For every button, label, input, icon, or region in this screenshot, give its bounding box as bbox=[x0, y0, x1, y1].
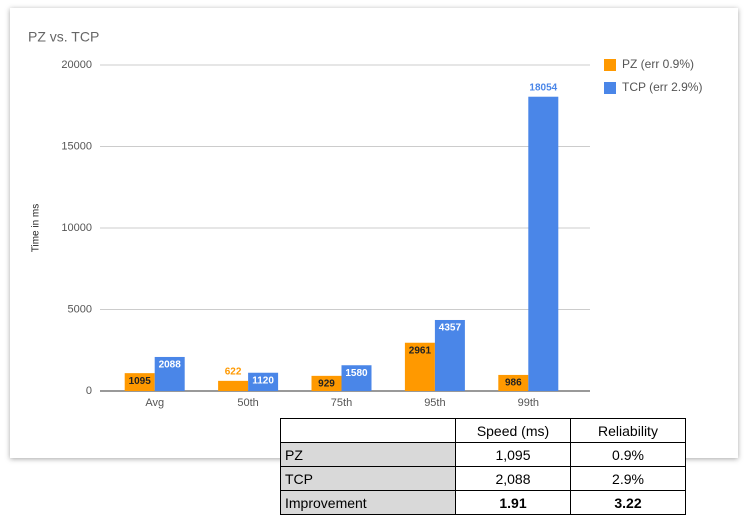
data-label: 2961 bbox=[409, 345, 432, 356]
bar bbox=[341, 365, 372, 391]
header-row: Speed (ms) Reliability bbox=[280, 418, 686, 443]
table-cell: 1,095 bbox=[455, 442, 571, 467]
column-header: Speed (ms) bbox=[455, 418, 571, 443]
legend-swatch bbox=[604, 59, 616, 71]
x-tick-label: 50th bbox=[237, 397, 258, 409]
bar bbox=[434, 319, 465, 391]
x-tick-label: 95th bbox=[424, 397, 445, 409]
legend-label: PZ (err 0.9%) bbox=[622, 57, 694, 71]
table-cell: 2.9% bbox=[570, 466, 686, 491]
data-label: 929 bbox=[318, 378, 335, 389]
summary-table: Speed (ms) Reliability PZ 1,095 0.9% TCP 2,0… bbox=[280, 418, 686, 515]
row-label: TCP bbox=[280, 466, 456, 491]
data-label: 622 bbox=[225, 367, 242, 378]
x-tick-label: Avg bbox=[145, 397, 164, 409]
x-tick-label: 99th bbox=[518, 397, 539, 409]
data-label: 4357 bbox=[439, 323, 462, 334]
table-row: TCP 2,088 2.9% bbox=[280, 466, 686, 491]
data-label: 2088 bbox=[159, 360, 182, 371]
y-tick-label: 10000 bbox=[61, 222, 92, 234]
bar bbox=[498, 374, 529, 391]
data-label: 1095 bbox=[129, 376, 152, 387]
table-cell: 2,088 bbox=[455, 466, 571, 491]
y-axis-label: Time in ms bbox=[31, 204, 42, 253]
y-tick-label: 20000 bbox=[61, 59, 92, 71]
bar bbox=[528, 96, 559, 392]
table-cell: 1.91 bbox=[455, 490, 571, 515]
bar bbox=[154, 356, 185, 391]
row-label: PZ bbox=[280, 442, 456, 467]
table-row: Improvement 1.91 3.22 bbox=[280, 490, 686, 515]
data-label: 1120 bbox=[252, 375, 274, 386]
bar bbox=[218, 380, 249, 391]
data-label: 18054 bbox=[529, 82, 557, 93]
bar bbox=[124, 373, 155, 391]
legend-label: TCP (err 2.9%) bbox=[622, 80, 702, 94]
bar bbox=[248, 372, 279, 391]
y-tick-label: 0 bbox=[86, 385, 92, 397]
data-label: 1580 bbox=[345, 368, 368, 379]
chart-title: PZ vs. TCP bbox=[28, 29, 99, 45]
table-cell: 0.9% bbox=[570, 442, 686, 467]
bar bbox=[404, 342, 435, 391]
data-label: 986 bbox=[505, 378, 522, 389]
bar bbox=[311, 375, 342, 391]
x-tick-label: 75th bbox=[331, 397, 352, 409]
column-header: Reliability bbox=[570, 418, 686, 443]
table-cell: 3.22 bbox=[570, 490, 686, 515]
legend-swatch bbox=[604, 82, 616, 94]
y-tick-label: 15000 bbox=[61, 140, 92, 152]
row-label: Improvement bbox=[280, 490, 456, 515]
table-row: PZ 1,095 0.9% bbox=[280, 442, 686, 467]
y-tick-label: 5000 bbox=[68, 303, 92, 315]
corner-cell bbox=[280, 418, 456, 443]
